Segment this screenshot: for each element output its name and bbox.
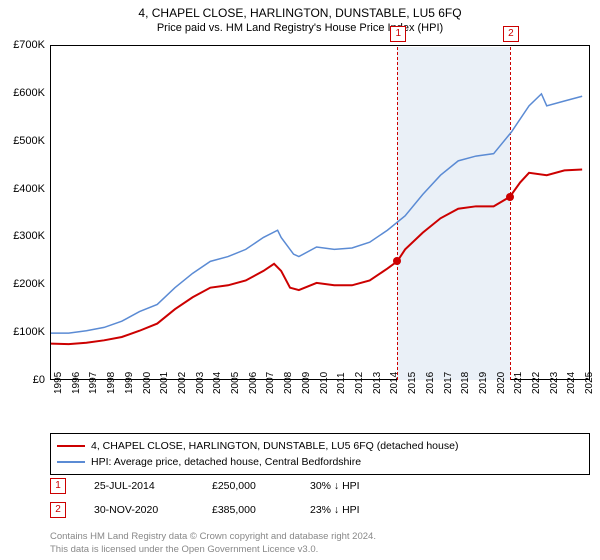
y-tick-label: £200K bbox=[0, 278, 45, 290]
legend-label-hpi: HPI: Average price, detached house, Cent… bbox=[91, 456, 361, 468]
sale-price-2: £385,000 bbox=[212, 504, 282, 516]
x-tick-label: 2014 bbox=[389, 372, 400, 394]
x-tick-label: 2016 bbox=[425, 372, 436, 394]
legend-row-price-paid: 4, CHAPEL CLOSE, HARLINGTON, DUNSTABLE, … bbox=[57, 438, 583, 454]
y-tick-label: £0 bbox=[0, 374, 45, 386]
series-line-hpi bbox=[51, 94, 582, 333]
legend-swatch-hpi bbox=[57, 461, 85, 463]
x-tick-label: 2023 bbox=[549, 372, 560, 394]
legend-row-hpi: HPI: Average price, detached house, Cent… bbox=[57, 454, 583, 470]
y-tick-label: £400K bbox=[0, 183, 45, 195]
x-tick-label: 2004 bbox=[212, 372, 223, 394]
x-tick-label: 2001 bbox=[159, 372, 170, 394]
x-tick-label: 2007 bbox=[265, 372, 276, 394]
plot-region: 12 bbox=[50, 45, 590, 380]
event-marker-2: 2 bbox=[503, 26, 519, 42]
chart-container: 4, CHAPEL CLOSE, HARLINGTON, DUNSTABLE, … bbox=[0, 0, 600, 560]
x-tick-label: 2010 bbox=[319, 372, 330, 394]
sale-row-2: 2 30-NOV-2020 £385,000 23% ↓ HPI bbox=[50, 502, 590, 518]
x-tick-label: 2002 bbox=[177, 372, 188, 394]
y-tick-label: £600K bbox=[0, 87, 45, 99]
event-marker-1: 1 bbox=[390, 26, 406, 42]
sale-marker-1: 1 bbox=[50, 478, 66, 494]
footer-line-2: This data is licensed under the Open Gov… bbox=[50, 544, 376, 556]
data-point-marker bbox=[506, 193, 514, 201]
x-tick-label: 2003 bbox=[195, 372, 206, 394]
sale-price-1: £250,000 bbox=[212, 480, 282, 492]
data-point-marker bbox=[393, 257, 401, 265]
chart-title: 4, CHAPEL CLOSE, HARLINGTON, DUNSTABLE, … bbox=[0, 0, 600, 20]
x-tick-label: 2022 bbox=[531, 372, 542, 394]
x-tick-label: 2006 bbox=[248, 372, 259, 394]
sale-delta-2: 23% ↓ HPI bbox=[310, 504, 360, 516]
x-tick-label: 2025 bbox=[584, 372, 595, 394]
x-tick-label: 2021 bbox=[513, 372, 524, 394]
footer-line-1: Contains HM Land Registry data © Crown c… bbox=[50, 531, 376, 543]
x-tick-label: 2020 bbox=[496, 372, 507, 394]
line-chart-svg bbox=[51, 46, 591, 381]
y-tick-label: £300K bbox=[0, 230, 45, 242]
footer-attribution: Contains HM Land Registry data © Crown c… bbox=[50, 531, 376, 556]
sale-date-1: 25-JUL-2014 bbox=[94, 480, 184, 492]
sale-marker-2: 2 bbox=[50, 502, 66, 518]
sale-date-2: 30-NOV-2020 bbox=[94, 504, 184, 516]
x-tick-label: 2013 bbox=[372, 372, 383, 394]
x-tick-label: 1998 bbox=[106, 372, 117, 394]
x-tick-label: 1999 bbox=[124, 372, 135, 394]
x-tick-label: 1995 bbox=[53, 372, 64, 394]
x-tick-label: 2019 bbox=[478, 372, 489, 394]
legend-label-price-paid: 4, CHAPEL CLOSE, HARLINGTON, DUNSTABLE, … bbox=[91, 440, 458, 452]
legend-swatch-price-paid bbox=[57, 445, 85, 447]
x-tick-label: 2012 bbox=[354, 372, 365, 394]
series-line-price_paid bbox=[51, 169, 582, 344]
legend-box: 4, CHAPEL CLOSE, HARLINGTON, DUNSTABLE, … bbox=[50, 433, 590, 475]
y-tick-label: £700K bbox=[0, 39, 45, 51]
y-tick-label: £100K bbox=[0, 326, 45, 338]
x-tick-label: 2005 bbox=[230, 372, 241, 394]
sale-delta-1: 30% ↓ HPI bbox=[310, 480, 360, 492]
x-tick-label: 1997 bbox=[88, 372, 99, 394]
x-tick-label: 2018 bbox=[460, 372, 471, 394]
x-tick-label: 2015 bbox=[407, 372, 418, 394]
y-tick-label: £500K bbox=[0, 135, 45, 147]
x-tick-label: 2000 bbox=[142, 372, 153, 394]
x-tick-label: 2017 bbox=[443, 372, 454, 394]
chart-area: 12 £0£100K£200K£300K£400K£500K£600K£700K… bbox=[50, 45, 590, 405]
sale-row-1: 1 25-JUL-2014 £250,000 30% ↓ HPI bbox=[50, 478, 590, 494]
x-tick-label: 2011 bbox=[336, 372, 347, 394]
x-tick-label: 1996 bbox=[71, 372, 82, 394]
x-tick-label: 2024 bbox=[566, 372, 577, 394]
x-tick-label: 2008 bbox=[283, 372, 294, 394]
x-tick-label: 2009 bbox=[301, 372, 312, 394]
